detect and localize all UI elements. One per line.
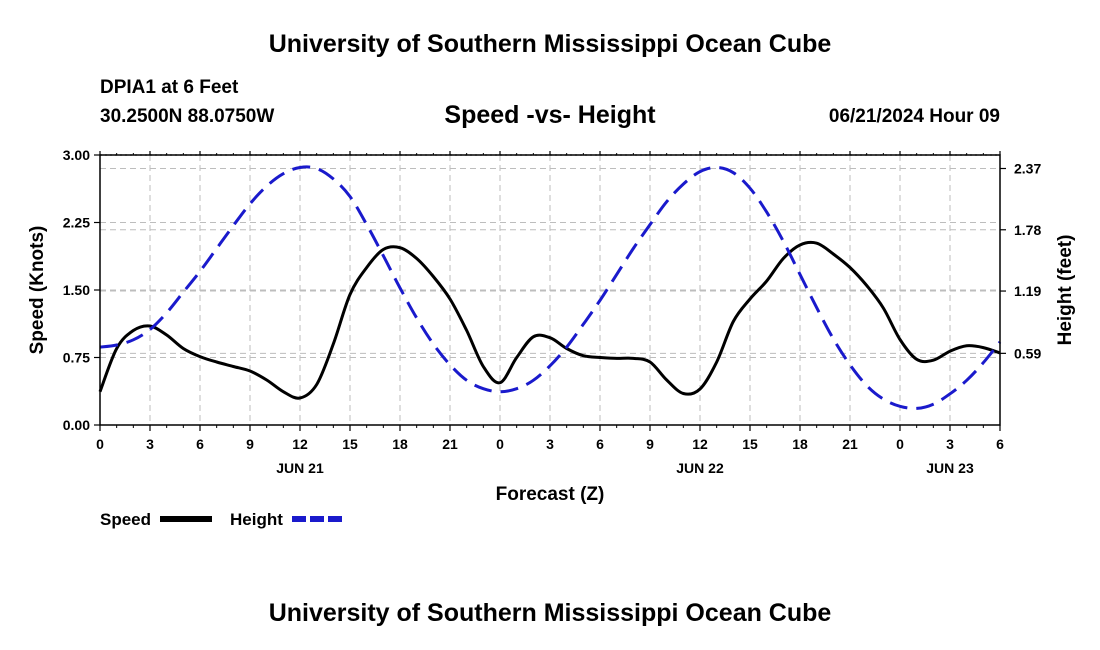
x-tick-label: 0 (496, 436, 504, 452)
station-coordinates: 30.2500N 88.0750W (100, 106, 275, 127)
x-tick-label: 18 (792, 436, 808, 452)
x-tick-label: 18 (392, 436, 408, 452)
grid (100, 154, 1000, 425)
x-tick-label: 15 (342, 436, 358, 452)
x-tick-label: 3 (146, 436, 154, 452)
x-tick-label: 9 (646, 436, 654, 452)
x-tick-label: 15 (742, 436, 758, 452)
main-title: University of Southern Mississippi Ocean… (268, 30, 832, 58)
x-tick-label: 21 (842, 436, 858, 452)
left-y-tick-label: 2.25 (63, 215, 90, 231)
legend: Speed Height (100, 510, 344, 529)
right-y-tick-label: 2.37 (1014, 161, 1041, 177)
right-y-tick-label: 0.59 (1014, 345, 1041, 361)
legend-height-label: Height (230, 510, 283, 529)
right-y-tick-label: 1.78 (1014, 222, 1041, 238)
x-tick-label: 12 (692, 436, 708, 452)
left-y-tick-label: 3.00 (63, 147, 90, 163)
left-y-tick-label: 0.00 (63, 417, 90, 433)
x-tick-label: 6 (996, 436, 1004, 452)
series-lines (98, 165, 1002, 410)
x-tick-label: 6 (196, 436, 204, 452)
date-label: JUN 21 (276, 460, 324, 476)
x-tick-label: 0 (896, 436, 904, 452)
x-tick-label: 9 (246, 436, 254, 452)
x-tick-label: 21 (442, 436, 458, 452)
axes: 0 3 6 9 12 15 18 21 0 3 6 9 12 15 18 21 0 3 6 JUN 21 JUN 22 J… (63, 147, 1042, 476)
right-y-axis-title: Height (feet) (1055, 235, 1076, 346)
speed-height-chart: 0 3 6 9 12 15 18 21 0 3 6 9 12 15 18 21 0 3 6 JUN 21 JUN 22 J… (27, 147, 1076, 529)
left-y-axis-title: Speed (Knots) (27, 226, 48, 355)
x-axis-title: Forecast (Z) (496, 484, 605, 505)
date-label: JUN 23 (926, 460, 974, 476)
station-label: DPIA1 at 6 Feet (100, 77, 239, 98)
forecast-date: 06/21/2024 Hour 09 (828, 106, 1000, 127)
x-tick-label: 3 (946, 436, 954, 452)
right-y-tick-label: 1.19 (1014, 283, 1041, 299)
height-series-line (99, 165, 1002, 410)
x-tick-label: 3 (546, 436, 554, 452)
left-y-tick-label: 1.50 (63, 282, 90, 298)
x-tick-label: 0 (96, 436, 104, 452)
x-tick-label: 6 (596, 436, 604, 452)
legend-speed-label: Speed (100, 510, 151, 529)
footer-title: University of Southern Mississippi Ocean… (268, 599, 832, 627)
speed-series-line (98, 240, 1001, 400)
date-label: JUN 22 (676, 460, 724, 476)
chart-title: Speed -vs- Height (444, 101, 656, 129)
left-y-tick-label: 0.75 (63, 350, 90, 366)
x-tick-label: 12 (292, 436, 308, 452)
